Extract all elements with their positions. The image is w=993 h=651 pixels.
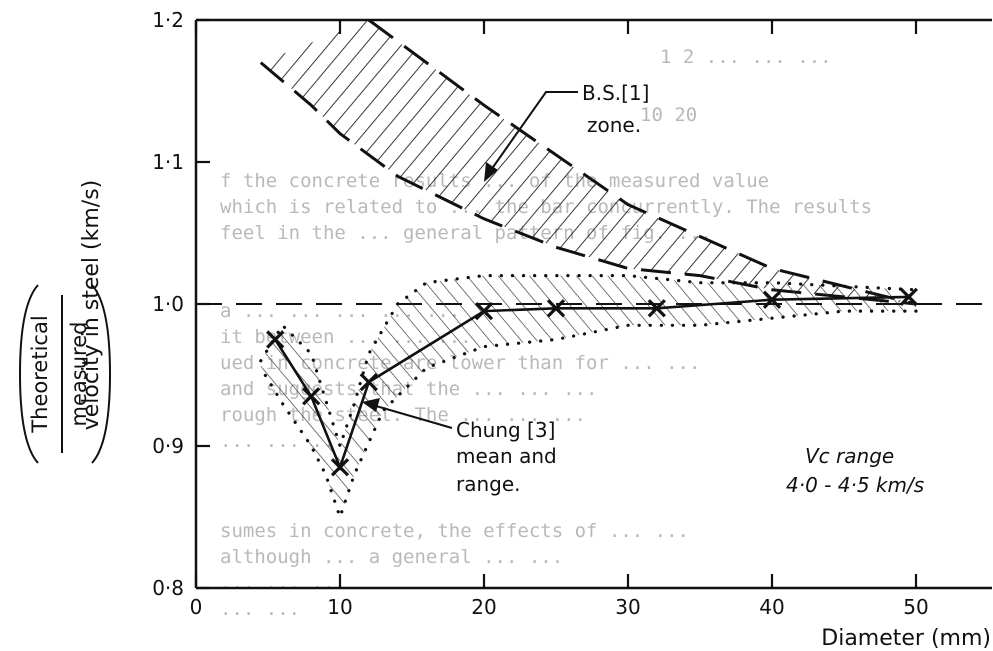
x-tick-label: 40 xyxy=(759,595,784,619)
background-text-line: ued in concrete are lower than for ... .… xyxy=(220,352,701,374)
vc-range-annotation: Vc range 4·0 - 4·5 km/s xyxy=(786,444,924,497)
background-text-line: 1 2 ... ... ... xyxy=(660,46,832,68)
vc-range-line1: Vc range xyxy=(805,444,894,468)
chung-mean-point xyxy=(546,299,566,318)
chung-label-line3: range. xyxy=(456,472,521,496)
y-axis-label: velocity in steel (km/s) xyxy=(79,180,104,431)
chung-mean-point xyxy=(647,299,666,318)
chung-mean-point xyxy=(330,458,350,477)
x-tick-label: 10 xyxy=(327,595,352,619)
chung-mean-point xyxy=(762,290,782,309)
chung-label-line2: mean and xyxy=(456,444,557,468)
chung-label-line1: Chung [3] xyxy=(456,418,555,442)
chung-range-band xyxy=(260,275,916,517)
chung-mean-point xyxy=(266,330,285,349)
bs-zone-arrowhead xyxy=(484,162,498,182)
y-tick-label: 1·0 xyxy=(152,292,184,316)
y-tick-label: 1·1 xyxy=(152,150,184,174)
chung-mean-point xyxy=(359,372,378,392)
y-axis-fraction-label: Theoretical measured xyxy=(18,284,112,464)
chung-annotation: Chung [3] mean and range. xyxy=(362,398,557,496)
chung-mean-point xyxy=(302,387,321,406)
y-axis-numerator: Theoretical xyxy=(28,315,52,433)
y-tick-label: 0·9 xyxy=(152,434,184,458)
bs-zone-label-line2: zone. xyxy=(587,113,641,137)
x-tick-label: 30 xyxy=(615,595,640,619)
chung-mean-point xyxy=(899,287,918,307)
bs-zone-upper-boundary xyxy=(367,20,917,306)
bs-zone-arrow xyxy=(490,91,578,171)
background-text-line: 10 20 xyxy=(640,104,698,126)
plot-area xyxy=(196,20,992,522)
background-text-line: although ... a general ... ... xyxy=(220,546,564,568)
chung-mean-point xyxy=(474,301,494,321)
x-tick-label: 50 xyxy=(903,595,928,619)
x-axis-label: Diameter (mm) xyxy=(821,626,991,651)
bs-zone-annotation: B.S.[1] zone. xyxy=(484,81,649,182)
y-axis-denominator: measured xyxy=(67,322,91,427)
ticks: 0 10 20 30 40 50 0·8 0·9 1·0 1·1 1·2 xyxy=(152,8,929,619)
chung-arrowhead xyxy=(362,398,380,412)
y-tick-label: 0·8 xyxy=(152,576,184,600)
background-text-line: ... ... xyxy=(220,598,301,620)
background-text-line: sumes in concrete, the effects of ... ..… xyxy=(220,520,689,542)
vc-range-line2: 4·0 - 4·5 km/s xyxy=(786,473,924,497)
bs-zone-band xyxy=(260,20,916,304)
chung-arrow xyxy=(375,405,453,429)
x-tick-label: 0 xyxy=(190,595,203,619)
y-tick-label: 1·2 xyxy=(152,8,184,32)
bs-zone-label-line1: B.S.[1] xyxy=(582,81,649,105)
x-tick-label: 20 xyxy=(471,595,496,619)
